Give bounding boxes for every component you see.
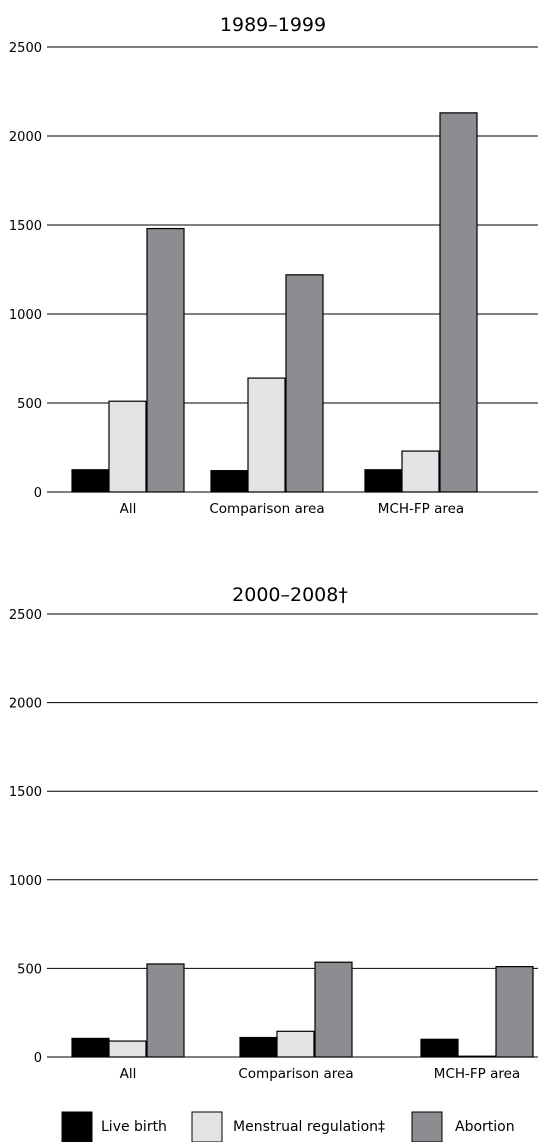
- y-tick-label: 1500: [9, 785, 42, 800]
- x-category-label: MCH-FP area: [434, 1066, 520, 1082]
- y-tick-label: 2500: [9, 608, 42, 623]
- x-category-label: All: [120, 501, 137, 517]
- bar-live-birth-mch-fp-area: [420, 1038, 459, 1058]
- chart-1989-1999: 1989–1999 0 500 1000 1500 2000 2500 All Compari…: [9, 14, 538, 517]
- x-category-label: Comparison area: [238, 1066, 353, 1082]
- y-tick-label: 500: [17, 397, 42, 412]
- y-tick-label: 0: [34, 486, 42, 501]
- legend-label-live-birth: Live birth: [101, 1119, 167, 1135]
- y-tick-label: 500: [17, 962, 42, 977]
- bar-menstrual-regulation-comparison-area: [247, 377, 286, 493]
- bar-menstrual-regulation-mch-fp-area: [457, 1055, 496, 1058]
- bar-abortion-all: [146, 227, 185, 493]
- bar-abortion-mch-fp-area: [495, 966, 534, 1058]
- bar-abortion-all: [146, 963, 185, 1058]
- legend-label-menstrual-regulation: Menstrual regulation‡: [233, 1119, 385, 1135]
- y-tick-label: 1000: [9, 874, 42, 889]
- legend: Live birth Menstrual regulation‡ Abortio…: [61, 1111, 515, 1142]
- y-tick-label: 2500: [9, 41, 42, 56]
- legend-swatch-menstrual-regulation: [191, 1111, 223, 1142]
- y-tick-label: 0: [34, 1051, 42, 1066]
- bar-live-birth-all: [71, 469, 110, 493]
- y-tick-label: 2000: [9, 697, 42, 712]
- bar-live-birth-mch-fp-area: [364, 469, 403, 493]
- bar-menstrual-regulation-comparison-area: [276, 1030, 315, 1058]
- bar-live-birth-comparison-area: [210, 470, 249, 493]
- y-tick-label: 1500: [9, 219, 42, 234]
- legend-swatch-live-birth: [61, 1111, 93, 1142]
- bar-live-birth-all: [71, 1037, 110, 1058]
- bar-abortion-mch-fp-area: [439, 112, 478, 493]
- bar-menstrual-regulation-all: [108, 1040, 147, 1058]
- bar-menstrual-regulation-all: [108, 400, 147, 493]
- chart-2000-2008: 2000–2008† 0 500 1000 1500 2000 2500 All Compar…: [9, 584, 538, 1082]
- bar-abortion-comparison-area: [285, 274, 324, 493]
- x-category-label: Comparison area: [209, 501, 324, 517]
- y-tick-label: 1000: [9, 308, 42, 323]
- bar-live-birth-comparison-area: [239, 1036, 278, 1058]
- x-category-label: All: [120, 1066, 137, 1082]
- legend-label-abortion: Abortion: [455, 1119, 515, 1135]
- chart-title: 2000–2008†: [232, 584, 348, 606]
- legend-swatch-abortion: [411, 1111, 443, 1142]
- chart-title: 1989–1999: [220, 14, 326, 36]
- bar-abortion-comparison-area: [314, 961, 353, 1058]
- x-category-label: MCH-FP area: [378, 501, 464, 517]
- y-tick-label: 2000: [9, 130, 42, 145]
- bar-menstrual-regulation-mch-fp-area: [401, 450, 440, 493]
